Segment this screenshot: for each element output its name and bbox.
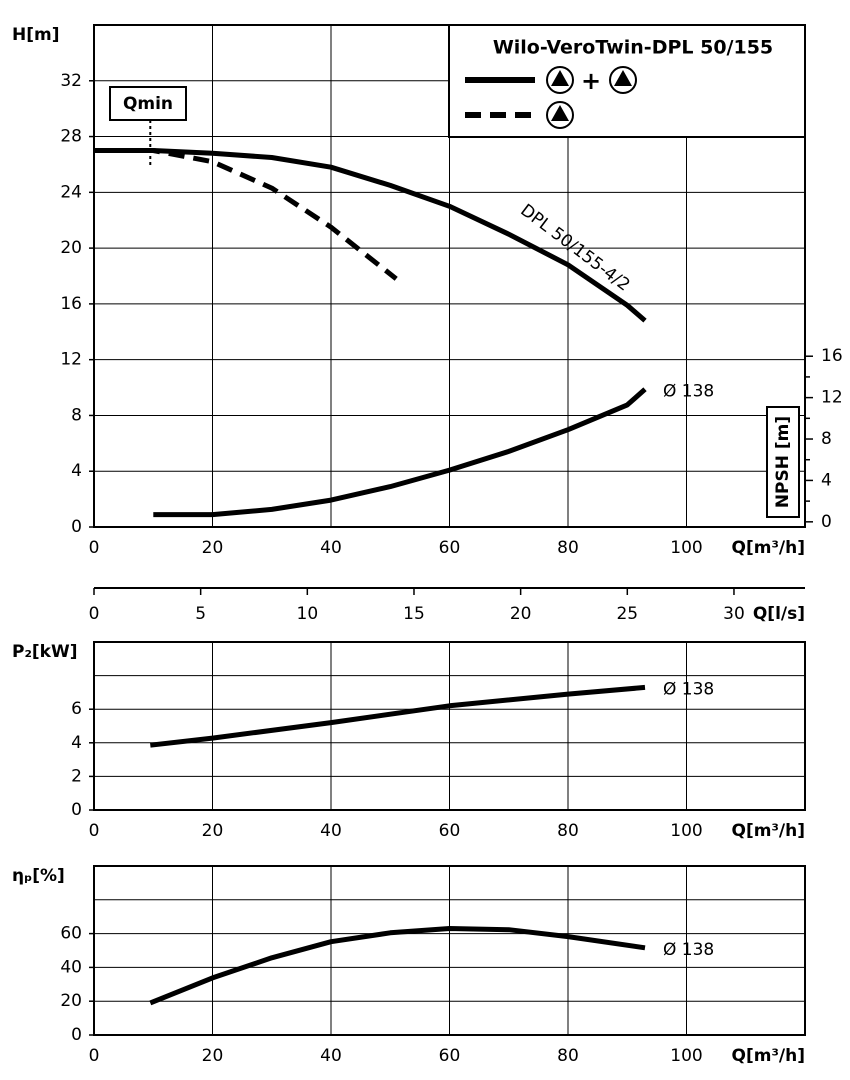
- curve: [153, 387, 647, 518]
- y-axis-label: H[m]: [12, 25, 59, 45]
- y-tick-label: 20: [60, 238, 82, 258]
- x-tick-label: 0: [89, 821, 100, 841]
- y2-axis-label: NPSH [m]: [773, 416, 793, 508]
- x2-axis-label: Q[l/s]: [753, 604, 805, 624]
- x-tick-label: 20: [202, 821, 224, 841]
- y2-label-box: [766, 406, 800, 518]
- y-tick-label: 0: [71, 1025, 82, 1045]
- y-tick-label: 60: [60, 924, 82, 944]
- x-tick-label: 100: [670, 821, 702, 841]
- y2-tick-label: 12: [821, 388, 843, 408]
- x-tick-label: 80: [557, 821, 579, 841]
- plot-frame: [93, 865, 806, 1036]
- curve-label: Ø 138: [663, 679, 714, 699]
- x2-tick-label: 5: [195, 604, 206, 624]
- curve-label: Ø 138: [663, 381, 714, 401]
- curve-label: Ø 138: [663, 940, 714, 960]
- y-tick-label: 0: [71, 517, 82, 537]
- x-axis-label: Q[m³/h]: [732, 821, 805, 841]
- x-axis-label: Q[m³/h]: [732, 538, 805, 558]
- y-tick-label: 8: [71, 405, 82, 425]
- x-tick-label: 40: [320, 821, 342, 841]
- curve: [94, 148, 647, 323]
- y2-tick-label: 0: [821, 512, 832, 532]
- x2-tick-label: 30: [723, 604, 745, 624]
- y2-tick-label: 16: [821, 346, 843, 366]
- x-tick-label: 40: [320, 1046, 342, 1066]
- y-axis-label: P₂[kW]: [12, 642, 78, 662]
- qmin-box: [109, 86, 187, 121]
- y-tick-label: 24: [60, 182, 82, 202]
- y-tick-label: 12: [60, 350, 82, 370]
- curve: [149, 926, 646, 1006]
- x-tick-label: 80: [557, 1046, 579, 1066]
- x-tick-label: 40: [320, 538, 342, 558]
- x-tick-label: 60: [439, 538, 461, 558]
- y-axis-label: ηₚ[%]: [12, 866, 65, 886]
- y-tick-label: 2: [71, 766, 82, 786]
- plot-frame: [93, 641, 806, 811]
- y-tick-label: 16: [60, 294, 82, 314]
- x-tick-label: 0: [89, 538, 100, 558]
- y-tick-label: 4: [71, 461, 82, 481]
- x-tick-label: 100: [670, 1046, 702, 1066]
- x-tick-label: 100: [670, 538, 702, 558]
- pump-icon-triangle: [551, 70, 569, 86]
- curve: [94, 148, 398, 281]
- x2-tick-label: 0: [89, 604, 100, 624]
- x-axis-label: Q[m³/h]: [732, 1046, 805, 1066]
- x-tick-label: 0: [89, 1046, 100, 1066]
- x2-tick-label: 15: [403, 604, 425, 624]
- curve: [150, 684, 646, 748]
- x-tick-label: 60: [439, 821, 461, 841]
- legend-title: Wilo-VeroTwin-DPL 50/155: [493, 37, 773, 59]
- x2-tick-label: 10: [297, 604, 319, 624]
- x-tick-label: 20: [202, 538, 224, 558]
- pump-icon-triangle: [614, 70, 632, 86]
- y-tick-label: 32: [60, 71, 82, 91]
- x-tick-label: 80: [557, 538, 579, 558]
- pump-icon-triangle: [551, 105, 569, 121]
- x2-tick-label: 25: [616, 604, 638, 624]
- x-tick-label: 20: [202, 1046, 224, 1066]
- y-tick-label: 6: [71, 699, 82, 719]
- y2-tick-label: 8: [821, 429, 832, 449]
- y-tick-label: 40: [60, 957, 82, 977]
- y-tick-label: 4: [71, 733, 82, 753]
- y2-tick-label: 4: [821, 470, 832, 490]
- y-tick-label: 20: [60, 991, 82, 1011]
- qmin-label: Qmin: [123, 94, 173, 114]
- x-tick-label: 60: [439, 1046, 461, 1066]
- x2-tick-label: 20: [510, 604, 532, 624]
- legend-plus: +: [581, 67, 601, 95]
- y-tick-label: 0: [71, 800, 82, 820]
- y-tick-label: 28: [60, 127, 82, 147]
